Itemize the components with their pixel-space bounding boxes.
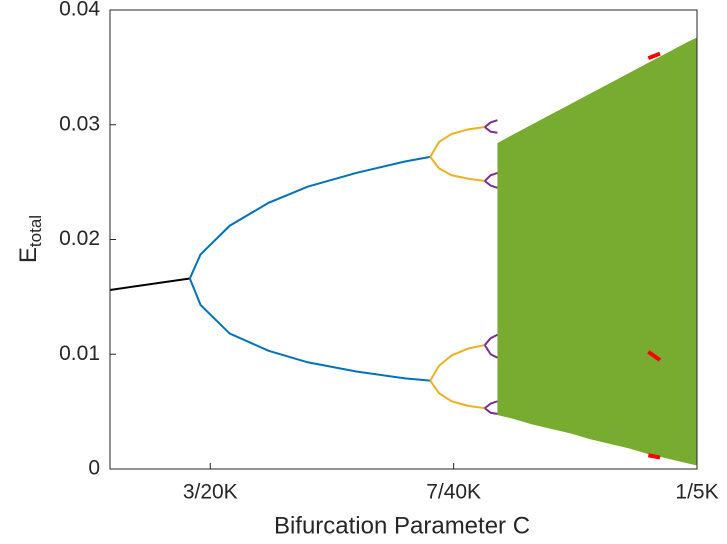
x-tick-label: 7/40K: [426, 481, 481, 504]
branch-line: [647, 51, 661, 61]
branch-line: [484, 119, 498, 128]
branch-line: [484, 180, 498, 189]
branch-line: [188, 155, 431, 279]
chaotic-band: [497, 37, 697, 466]
branch-line: [484, 171, 498, 182]
x-tick-label: 3/20K: [183, 481, 238, 504]
branch-line: [429, 380, 485, 410]
x-tick-label: 1/5K: [675, 481, 718, 504]
branch-line: [109, 277, 190, 291]
branch-line: [647, 350, 662, 362]
y-tick-label: 0.02: [59, 227, 100, 250]
y-tick-label: 0.01: [59, 342, 100, 365]
y-tick-label: 0.04: [59, 0, 100, 21]
x-axis-label: Bifurcation Parameter C: [274, 512, 530, 539]
branch-line: [484, 407, 498, 415]
branch-line: [429, 126, 485, 158]
branch-line: [188, 278, 431, 382]
y-tick-label: 0: [88, 457, 100, 480]
branch-line: [483, 344, 498, 359]
branch-line: [484, 333, 498, 346]
branch-line: [647, 453, 661, 460]
y-axis-label-sub: total: [26, 215, 45, 247]
branch-line: [484, 126, 498, 134]
branch-line: [429, 344, 485, 382]
branch-line: [484, 400, 498, 409]
y-tick-label: 0.03: [59, 112, 100, 135]
y-axis-label-main: E: [15, 247, 42, 263]
branch-line: [429, 156, 485, 182]
y-axis-label: Etotal: [15, 215, 45, 263]
